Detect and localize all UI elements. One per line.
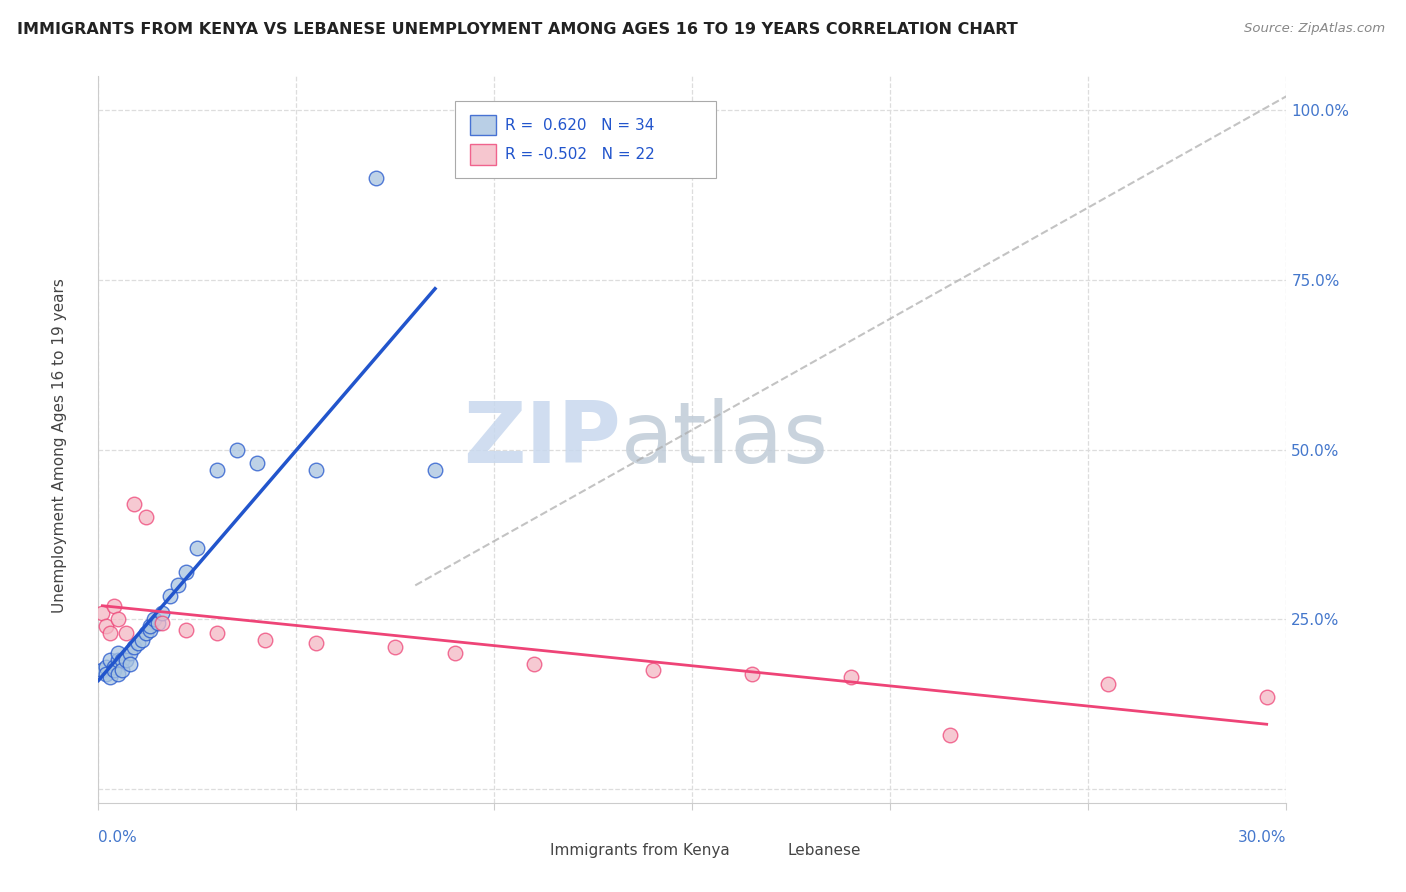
Point [205,626,228,640]
Point [127,636,149,650]
Point [122,640,145,654]
Point [107,653,129,667]
Point [741,666,763,681]
Point [107,612,129,626]
Text: ZIP: ZIP [464,398,621,481]
Point [103,599,125,613]
Point [115,653,138,667]
Point [226,442,249,457]
Point [98,653,121,667]
Point [1256,690,1278,705]
Point [115,626,138,640]
Point [96,660,118,674]
Text: R =  0.620   N = 34: R = 0.620 N = 34 [505,118,654,133]
Point [384,640,406,654]
Point [523,657,546,671]
Point [364,170,387,185]
Text: Unemployment Among Ages 16 to 19 years: Unemployment Among Ages 16 to 19 years [52,278,66,614]
Point [91,663,114,677]
Point [139,619,162,633]
Point [166,578,188,592]
Text: R = -0.502   N = 22: R = -0.502 N = 22 [505,147,654,161]
Point [253,632,276,647]
Point [305,463,328,477]
Bar [470,145,496,164]
Point [205,463,228,477]
Text: Source: ZipAtlas.com: Source: ZipAtlas.com [1244,22,1385,36]
Point [444,646,467,660]
Point [139,623,162,637]
Text: 30.0%: 30.0% [1239,830,1286,845]
Point [305,636,328,650]
Point [246,456,269,470]
Point [150,606,173,620]
Point [174,623,197,637]
Text: Lebanese: Lebanese [787,843,860,857]
Point [186,541,208,555]
Point [1097,677,1119,691]
Text: IMMIGRANTS FROM KENYA VS LEBANESE UNEMPLOYMENT AMONG AGES 16 TO 19 YEARS CORRELA: IMMIGRANTS FROM KENYA VS LEBANESE UNEMPL… [17,22,1018,37]
Point [120,646,142,660]
Point [107,666,129,681]
Point [91,606,114,620]
Point [839,670,862,684]
Text: atlas: atlas [621,398,830,481]
Point [142,612,165,626]
Point [122,497,145,511]
Point [131,632,153,647]
Text: Immigrants from Kenya: Immigrants from Kenya [550,843,730,857]
Point [150,615,173,630]
Point [103,660,125,674]
Point [135,510,157,524]
Point [423,463,446,477]
Bar [470,115,496,136]
FancyBboxPatch shape [456,102,716,178]
Point [939,728,962,742]
Bar [520,843,544,857]
Point [159,589,181,603]
Point [107,646,129,660]
Point [111,663,134,677]
Point [103,663,125,677]
Point [641,663,664,677]
Text: 0.0%: 0.0% [98,830,138,845]
Point [96,619,118,633]
Point [135,626,157,640]
Point [120,657,142,671]
Point [98,626,121,640]
Point [146,615,169,630]
Point [111,653,134,667]
Bar [758,843,782,857]
Point [174,565,197,579]
Point [98,670,121,684]
Point [96,666,118,681]
